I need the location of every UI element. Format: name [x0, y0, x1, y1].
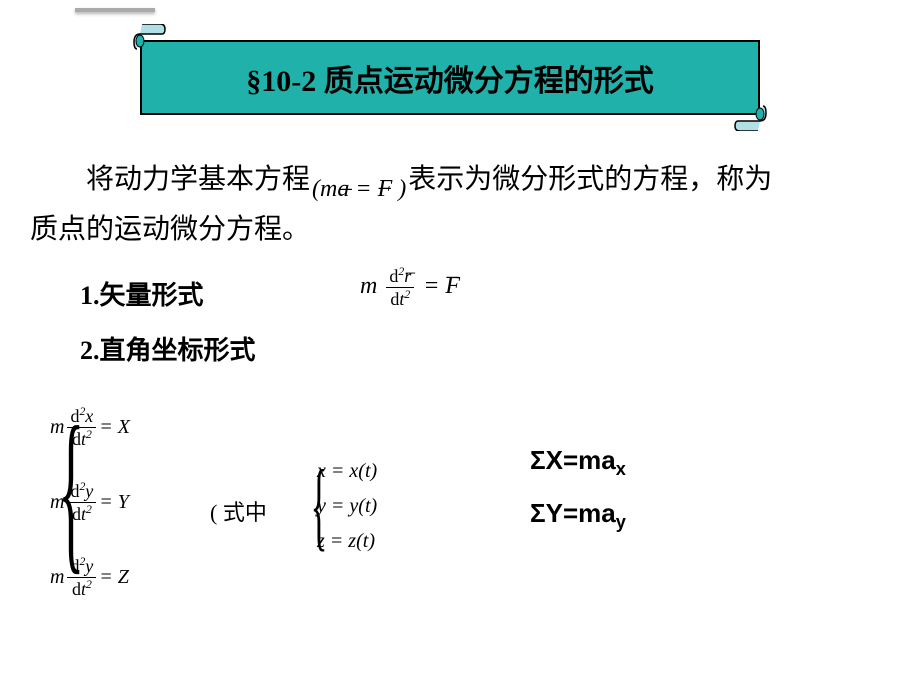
intro-part2: 表示为微分形式的方程，称为 — [408, 155, 772, 205]
brace-icon: { — [58, 400, 84, 580]
intro-part1: 将动力学基本方程 — [30, 155, 310, 205]
cartesian-equations: { m d2x dt2 = X m d2y dt2 = Y m d2y dt2 … — [40, 400, 130, 625]
page-title: §10-2 质点运动微分方程的形式 — [246, 56, 654, 100]
section-2-heading: 2.直角坐标形式 — [80, 330, 256, 367]
brace-small-icon: { — [311, 455, 328, 555]
top-shadow-decoration — [75, 8, 155, 12]
newton-sum-equations: ΣX=max ΣY=may — [530, 445, 626, 551]
shizhong-label: ( 式中 — [210, 495, 267, 527]
sum-sub: x — [616, 459, 626, 479]
scroll-right-icon — [733, 103, 768, 131]
intro-line2: 质点的运动微分方程。 — [30, 205, 890, 255]
sum-content: X=ma — [546, 445, 616, 475]
formula-fraction: d2_r dt2 — [386, 265, 414, 310]
parametric-equations: { x = x(t) y = y(t) z = z(t) — [305, 460, 377, 565]
vector-formula: m d2_r dt2 = _F — [360, 265, 460, 310]
intro-formula: (m_a = _F ) — [312, 168, 406, 211]
formula-m: m — [360, 273, 377, 299]
formula-eq: = — [423, 273, 445, 299]
sum-content: Y=ma — [546, 498, 616, 528]
sigma-symbol: Σ — [530, 445, 546, 475]
scroll-left-icon — [132, 24, 167, 52]
section-1-heading: 1.矢量形式 — [80, 275, 204, 312]
sum-sub: y — [616, 512, 626, 532]
sum-row-y: ΣY=may — [530, 498, 626, 533]
formula-F: _F — [445, 273, 460, 299]
intro-paragraph: 将动力学基本方程 (m_a = _F ) 表示为微分形式的方程，称为 质点的运动… — [30, 155, 890, 256]
sigma-symbol: Σ — [530, 498, 546, 528]
sum-row-x: ΣX=max — [530, 445, 626, 480]
title-banner: §10-2 质点运动微分方程的形式 — [140, 40, 760, 115]
